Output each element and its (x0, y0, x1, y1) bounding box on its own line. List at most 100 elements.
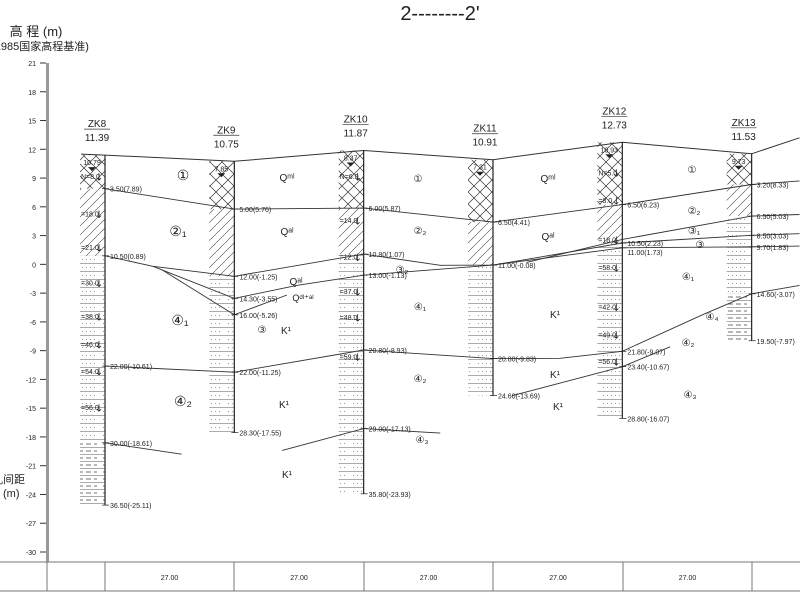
borehole-name: ZK10 (344, 115, 368, 126)
elevation-axis-bar (46, 63, 49, 562)
boundary-label: 6.50(4.41) (498, 220, 530, 227)
axis-tick-label: 15 (28, 119, 36, 126)
borehole-zk11: ZK11 10.91 7.31 6.50(4.41) 11.00(-0.08) 20.80… (467, 124, 540, 401)
section-title: 2--------2' (400, 3, 479, 25)
borehole-segment-diag (338, 208, 364, 255)
stratum-label: K¹ (281, 326, 292, 337)
borehole-segment-cross (597, 142, 623, 205)
water-level-value: 7.85 (215, 166, 229, 173)
ground-surface-line (80, 137, 800, 162)
borehole-segment-cross (467, 159, 493, 223)
borehole-segment-cross (80, 155, 105, 189)
stratum-label: ②₂ (414, 226, 427, 237)
borehole-segment-dots (80, 255, 105, 443)
stratum-label: ④₁ (682, 272, 695, 283)
spt-value: =18.0 (81, 212, 99, 219)
axis-tick-label: 12 (28, 147, 36, 154)
boundary-label: 6.50(5.03) (757, 214, 789, 221)
spacing-value: 27.00 (290, 575, 308, 582)
spt-value: =56.0 (81, 405, 99, 412)
borehole-segment-dots (209, 276, 235, 433)
borehole-name: ZK11 (473, 124, 497, 135)
boundary-label: 28.30(-17.55) (239, 431, 281, 438)
spt-value: =49.0 (598, 332, 616, 339)
stratum-label: Qᵃˡ (280, 227, 293, 238)
borehole-elevation: 11.39 (85, 133, 110, 144)
spacing-value: 27.00 (161, 575, 179, 582)
borehole-name: ZK12 (602, 106, 626, 117)
borehole-segment-dots (467, 265, 493, 396)
boundary-label: 16.00(-5.26) (239, 313, 277, 320)
stratum-label: Qᵈˡ⁺ᵃˡ (292, 293, 313, 303)
stratum-label: K¹ (553, 402, 564, 413)
borehole-segment-dash (726, 293, 752, 341)
axis-tick-label: -15 (26, 406, 36, 413)
spt-value: =48.0 (340, 315, 358, 322)
boundary-label: 6.00(5.87) (369, 206, 401, 213)
boundary-label: 14.60(-3.07) (757, 292, 795, 299)
stratum-label: ③ (696, 240, 705, 251)
spacing-row-unit: (m) (3, 488, 20, 500)
stratum-label: Qᵐˡ (540, 174, 556, 185)
borehole-segment-dots (597, 242, 623, 419)
spt-arrow-icon (355, 253, 360, 262)
boundary-label: 10.50(0.89) (110, 254, 146, 261)
stratum-label: ②₂ (688, 206, 701, 217)
borehole-segment-diag (467, 222, 493, 266)
borehole-segment-diag (597, 204, 623, 243)
boundary-label: 3.50(7.89) (110, 187, 142, 194)
stratum-label: ① (177, 167, 190, 183)
axis-tick-label: -6 (30, 320, 36, 327)
borehole-name: ZK8 (88, 119, 107, 130)
axis-ticks: 21 18 15 12 9 6 3 0 -3 -6 -9 -12 -15 -18 -21 -24 -27 -30 (26, 61, 46, 557)
boundary-label: 23.40(-10.67) (627, 365, 669, 372)
strata-interface-line (104, 233, 800, 277)
stratum-label: ③₁ (688, 226, 701, 237)
spt-value: =59.0 (340, 354, 358, 361)
borehole-elevation: 11.87 (344, 129, 369, 140)
spt-value: =56.0 (598, 359, 616, 366)
boundary-label: 29.00(-17.13) (369, 427, 411, 434)
borehole-segment-cross (338, 150, 364, 209)
spt-value: =30.0 (81, 281, 99, 288)
spt-arrow-icon (96, 210, 102, 219)
spt-arrow-icon (614, 236, 619, 244)
borehole-segment-diag (726, 184, 752, 217)
boundary-label: 3.20(8.33) (757, 182, 789, 189)
stratum-label: ① (414, 174, 423, 185)
water-level-icon (346, 162, 355, 167)
spt-arrow-icon (96, 173, 102, 181)
boundary-label: 20.80(-9.83) (498, 357, 536, 364)
spt-arrow-icon (614, 303, 619, 312)
axis-tick-label: -24 (26, 492, 36, 499)
spt-value: =14.0 (340, 218, 358, 225)
boundary-label: 11.00(1.73) (627, 250, 662, 257)
borehole-name: ZK9 (217, 125, 236, 136)
spt-arrow-icon (614, 197, 619, 205)
water-level-icon (475, 171, 484, 176)
stratum-label: ④₄ (705, 312, 718, 323)
boundary-label: 11.00(-0.08) (498, 263, 536, 270)
spt-arrow-icon (96, 244, 102, 252)
spacing-row-label: 孔间距 (0, 473, 25, 486)
stratum-label: ④₃ (415, 435, 428, 446)
borehole-zk9: ZK9 10.75 7.85 5.00(5.76) 12.00(-1.25) 14.30(… (209, 125, 281, 438)
axis-tick-label: 21 (28, 61, 36, 68)
spt-arrow-icon (96, 367, 102, 376)
stratum-label: ④₂ (682, 338, 695, 349)
boundary-label: 35.80(-23.93) (369, 492, 411, 499)
stratum-label: K¹ (550, 310, 561, 321)
spacing-value: 27.00 (679, 575, 697, 582)
axis-tick-label: -21 (26, 464, 36, 471)
boundary-label: 10.80(1.07) (369, 252, 405, 259)
boundary-label: 36.50(-25.11) (110, 503, 152, 510)
spt-value: =46.0 (81, 342, 99, 349)
stratum-label: Qᵐˡ (279, 173, 295, 184)
spt-value: =42.0 (598, 305, 616, 312)
water-level-value: 9.73 (732, 159, 746, 166)
stratum-label: ④₂ (414, 374, 427, 385)
strata-interface-line (104, 442, 182, 455)
stratum-label: ②₁ (169, 223, 187, 239)
spt-value: N=5.0 (598, 170, 617, 177)
spt-value: =38.0 (81, 314, 99, 321)
